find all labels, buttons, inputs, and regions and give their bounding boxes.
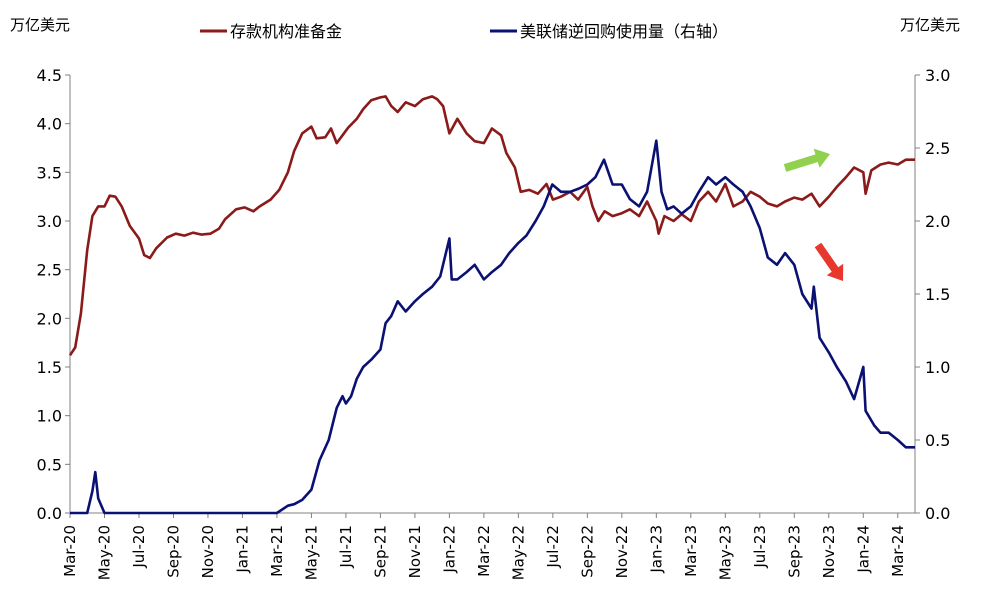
series-line-reserves bbox=[68, 95, 915, 357]
trend-arrows bbox=[783, 148, 844, 281]
x-tick-label: Jan-21 bbox=[233, 525, 251, 574]
x-tick-label: Nov-20 bbox=[199, 525, 217, 578]
x-tick-label: Jan-24 bbox=[854, 525, 872, 574]
right-tick-label: 0.0 bbox=[925, 504, 950, 523]
right-tick-label: 1.0 bbox=[925, 358, 950, 377]
x-tick-label: Mar-22 bbox=[475, 525, 493, 577]
left-tick-label: 3.0 bbox=[37, 212, 62, 231]
right-tick-label: 2.5 bbox=[925, 139, 950, 158]
legend: 存款机构准备金 美联储逆回购使用量（右轴） bbox=[200, 22, 728, 41]
left-tick-label: 0.5 bbox=[37, 455, 62, 474]
x-tick-label: Nov-22 bbox=[613, 525, 631, 578]
right-tick-label: 2.0 bbox=[925, 212, 950, 231]
right-tick-label: 0.5 bbox=[925, 431, 950, 450]
x-tick-label: Mar-24 bbox=[889, 525, 907, 577]
x-tick-label: Jul-21 bbox=[337, 525, 355, 569]
x-tick-label: Sep-20 bbox=[164, 525, 182, 578]
x-tick-label: Nov-21 bbox=[406, 525, 424, 578]
x-tick-label: Mar-20 bbox=[61, 525, 79, 577]
x-tick-label: Nov-23 bbox=[820, 525, 838, 578]
right-tick-label: 3.0 bbox=[925, 66, 950, 85]
axes: 0.0 0.5 1.0 1.5 2.0 2.5 3.0 3.5 4.0 4.5 0.0 0.5 1.0 1… bbox=[37, 66, 951, 580]
left-tick-label: 3.5 bbox=[37, 163, 62, 182]
legend-label-reserves: 存款机构准备金 bbox=[230, 22, 342, 41]
left-tick-label: 2.5 bbox=[37, 261, 62, 280]
x-tick-label: May-23 bbox=[716, 525, 734, 580]
x-tick-label: May-22 bbox=[509, 525, 527, 580]
x-tick-label: Jul-23 bbox=[751, 525, 769, 569]
x-tick-label: Sep-23 bbox=[785, 525, 803, 578]
x-tick-label: Mar-23 bbox=[682, 525, 700, 577]
x-tick-label: Jul-22 bbox=[544, 525, 562, 569]
left-tick-label: 4.5 bbox=[37, 66, 62, 85]
legend-label-rrp: 美联储逆回购使用量（右轴） bbox=[520, 22, 728, 41]
green-uptrend-arrow bbox=[783, 148, 831, 172]
x-tick-label: Jan-22 bbox=[440, 525, 458, 574]
left-tick-label: 4.0 bbox=[37, 115, 62, 134]
x-tick-label: Jan-23 bbox=[647, 525, 665, 574]
x-tick-label: Mar-21 bbox=[268, 525, 286, 577]
x-tick-label: May-20 bbox=[95, 525, 113, 580]
left-tick-label: 2.0 bbox=[37, 309, 62, 328]
series-lines bbox=[68, 95, 915, 515]
left-tick-label: 0.0 bbox=[37, 504, 62, 523]
left-tick-label: 1.5 bbox=[37, 358, 62, 377]
red-downtrend-arrow bbox=[814, 242, 844, 281]
left-tick-label: 1.0 bbox=[37, 407, 62, 426]
left-axis-unit: 万亿美元 bbox=[10, 16, 71, 34]
x-tick-label: Jul-20 bbox=[130, 525, 148, 569]
series-line-rrp bbox=[70, 139, 915, 515]
x-tick-label: Sep-22 bbox=[578, 525, 596, 578]
x-tick-label: May-21 bbox=[302, 525, 320, 580]
x-tick-label: Sep-21 bbox=[371, 525, 389, 578]
right-axis-unit: 万亿美元 bbox=[900, 16, 961, 34]
right-tick-label: 1.5 bbox=[925, 285, 950, 304]
